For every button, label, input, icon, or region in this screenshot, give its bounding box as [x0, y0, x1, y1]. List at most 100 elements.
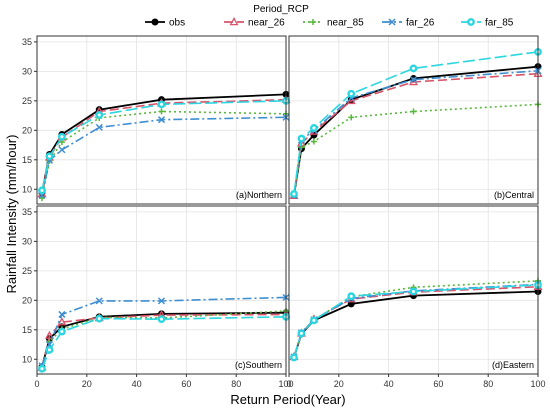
x-tick-label: 100: [530, 379, 545, 389]
data-point: [347, 292, 356, 301]
panel-frame: [36, 205, 287, 375]
legend-item-near-26: near_26: [224, 17, 285, 29]
series-line: [41, 100, 287, 191]
y-tick-label: 20: [22, 125, 32, 135]
data-point: [95, 123, 103, 131]
data-point: [310, 124, 318, 132]
panel-csouthern: (c)Southern 10 15 20 25 30 35 0 20 40 60 80 100: [22, 205, 294, 389]
panels: (a)Northern 10 15 20 25 30 35 (b)Central (c)Sout…: [22, 35, 546, 389]
data-point: [310, 138, 317, 145]
panel-bcentral: (b)Central: [288, 35, 543, 205]
data-point: [410, 108, 417, 115]
data-point: [95, 297, 103, 305]
x-tick-label: 60: [181, 379, 191, 389]
data-point: [58, 310, 66, 318]
data-point: [297, 329, 306, 338]
series-far-85: [38, 96, 290, 195]
panel-frame: [288, 35, 539, 205]
series-line: [293, 72, 539, 196]
x-tick-label: 80: [483, 379, 493, 389]
series-line: [293, 51, 539, 195]
y-tick-label: 35: [22, 207, 32, 217]
data-point: [409, 76, 418, 84]
panel-label: (c)Southern: [235, 360, 282, 370]
data-point: [290, 353, 298, 362]
series-line: [41, 116, 287, 196]
series-line: [41, 296, 287, 366]
panel-label: (a)Northern: [236, 190, 282, 200]
legend-label: far_85: [485, 18, 514, 29]
x-tick-label: 20: [334, 379, 344, 389]
y-tick-label: 30: [22, 236, 32, 246]
series-line: [293, 284, 539, 358]
y-axis-title: Rainfall Intensity (mm/hour): [4, 135, 19, 294]
x-axis-title: Return Period(Year): [230, 392, 345, 407]
legend-item-far-26: far_26: [382, 18, 435, 29]
panel-frame: [288, 205, 539, 375]
data-point: [310, 316, 318, 325]
x-tick-label: 40: [132, 379, 142, 389]
data-point: [95, 111, 104, 119]
y-tick-label: 25: [22, 266, 32, 276]
data-point: [45, 152, 54, 161]
legend-label: near_85: [327, 18, 364, 29]
data-point: [38, 364, 46, 373]
panel-label: (b)Central: [494, 190, 534, 200]
legend-label: far_26: [406, 18, 435, 29]
data-point: [290, 190, 298, 198]
x-tick-label: 0: [286, 379, 291, 389]
y-tick-label: 25: [22, 96, 32, 106]
data-point: [58, 327, 66, 336]
series-line: [41, 93, 287, 193]
data-point: [45, 345, 54, 354]
data-point: [158, 108, 165, 115]
legend-item-near-85: near_85: [303, 18, 364, 29]
x-tick-label: 80: [231, 379, 241, 389]
data-point: [347, 89, 356, 98]
data-point: [157, 297, 166, 305]
y-tick-label: 30: [22, 66, 32, 76]
legend-swatch-marker: [467, 18, 475, 26]
legend-title: Period_RCP: [253, 4, 309, 15]
data-point: [58, 132, 66, 141]
y-tick-label: 20: [22, 295, 32, 305]
data-point: [409, 287, 418, 296]
data-point: [38, 186, 46, 195]
series-near-85: [290, 101, 541, 198]
panel-deastern: (d)Eastern 0 20 40 60 80 100: [286, 205, 546, 389]
data-point: [58, 146, 66, 154]
x-tick-label: 20: [82, 379, 92, 389]
data-point: [157, 116, 166, 124]
panel-label: (d)Eastern: [492, 360, 534, 370]
panel-frame: [36, 35, 287, 205]
legend-label: obs: [169, 18, 185, 29]
legend-item-far-85: far_85: [461, 18, 514, 29]
data-point: [409, 64, 418, 73]
legend-swatch-marker: [388, 18, 396, 26]
y-tick-label: 15: [22, 325, 32, 335]
panel-grid: [36, 206, 287, 374]
series-obs: [290, 287, 542, 361]
data-point: [57, 317, 67, 326]
series-far-26: [38, 293, 290, 370]
data-point: [298, 144, 305, 151]
x-tick-label: 60: [433, 379, 443, 389]
y-tick-label: 10: [22, 184, 32, 194]
panel-anorthern: (a)Northern 10 15 20 25 30 35: [22, 35, 291, 205]
series-line: [41, 110, 287, 199]
y-tick-label: 35: [22, 37, 32, 47]
legend-swatch-marker: [310, 19, 316, 25]
y-tick-label: 10: [22, 354, 32, 364]
data-point: [95, 314, 104, 323]
legend-item-obs: obs: [145, 18, 185, 29]
data-point: [44, 330, 54, 339]
legend-swatch-marker: [229, 17, 239, 26]
data-point: [157, 100, 166, 109]
series-far-85: [290, 48, 542, 198]
series-near-26: [289, 281, 543, 361]
series-line: [293, 290, 539, 358]
x-tick-label: 0: [34, 379, 39, 389]
data-point: [348, 114, 355, 121]
